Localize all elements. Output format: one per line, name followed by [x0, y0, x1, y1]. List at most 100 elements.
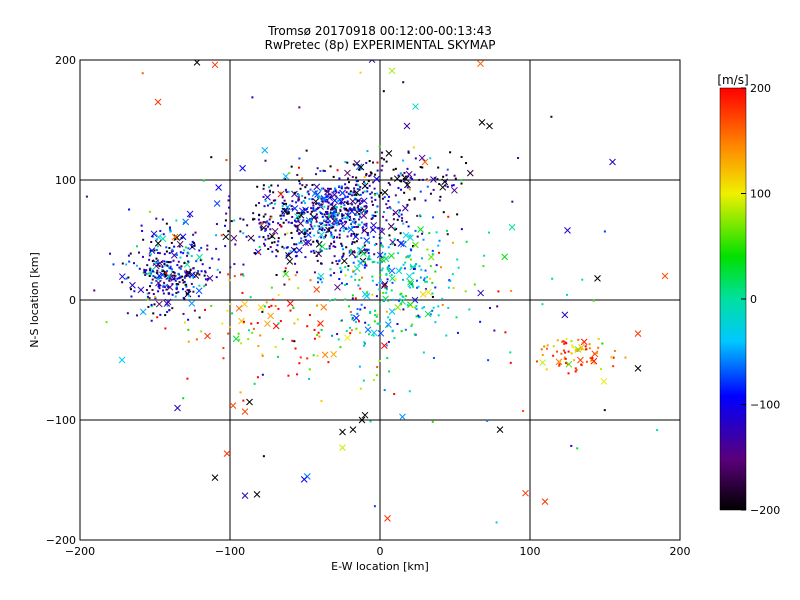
- data-point: [187, 318, 190, 321]
- data-point: [371, 275, 374, 278]
- data-point: [349, 249, 352, 252]
- data-point: [344, 161, 347, 164]
- data-point: [364, 264, 367, 267]
- data-point-x: [344, 334, 351, 342]
- data-point: [280, 210, 283, 213]
- data-point: [576, 349, 579, 352]
- data-point: [473, 283, 476, 286]
- data-point: [391, 281, 394, 284]
- data-point: [420, 257, 423, 260]
- data-point: [332, 226, 335, 229]
- data-point-x: [282, 173, 290, 180]
- data-point: [245, 235, 248, 238]
- data-point: [345, 207, 348, 210]
- data-point-x: [213, 200, 221, 207]
- data-point-x: [508, 223, 516, 231]
- data-point: [294, 347, 297, 350]
- data-point: [382, 90, 385, 93]
- data-point: [164, 327, 167, 330]
- data-point: [322, 169, 325, 172]
- data-point: [233, 263, 236, 266]
- data-point: [350, 234, 353, 237]
- data-point-x: [486, 122, 493, 130]
- data-point: [330, 214, 333, 217]
- data-point: [339, 267, 342, 270]
- data-point: [267, 237, 270, 240]
- data-point: [412, 272, 415, 275]
- data-point: [302, 219, 305, 222]
- data-point: [388, 195, 391, 198]
- data-point: [325, 224, 328, 227]
- data-point-x: [312, 198, 320, 205]
- data-point: [379, 255, 382, 258]
- data-point-x: [264, 193, 271, 201]
- data-point: [357, 260, 360, 263]
- data-point: [272, 220, 275, 223]
- data-point: [562, 340, 565, 343]
- data-point: [343, 201, 346, 204]
- data-point: [334, 245, 337, 248]
- data-point: [287, 252, 290, 255]
- data-point: [147, 305, 150, 308]
- data-point: [271, 241, 274, 244]
- data-point: [408, 390, 411, 393]
- data-point: [313, 337, 316, 340]
- data-point: [318, 221, 321, 224]
- data-point: [332, 175, 335, 178]
- data-point: [421, 166, 424, 169]
- data-point: [436, 178, 439, 181]
- data-point: [145, 272, 148, 275]
- y-tick-label: 0: [69, 294, 76, 307]
- data-point: [348, 251, 351, 254]
- data-point: [335, 211, 338, 214]
- data-point: [262, 187, 265, 190]
- data-point: [154, 296, 157, 299]
- data-point-x: [330, 350, 337, 358]
- data-point: [601, 342, 604, 345]
- data-point: [299, 187, 302, 190]
- data-point: [346, 195, 349, 198]
- data-point: [225, 159, 228, 162]
- data-point: [190, 243, 193, 246]
- data-point: [217, 258, 220, 261]
- data-point: [316, 167, 319, 170]
- data-point-x: [609, 158, 616, 166]
- data-point-x: [183, 270, 191, 278]
- data-point: [340, 269, 343, 272]
- data-point: [325, 212, 328, 215]
- data-point: [359, 193, 362, 196]
- data-point: [425, 280, 428, 283]
- data-point: [378, 195, 381, 198]
- data-point: [346, 201, 349, 204]
- data-point: [328, 299, 331, 302]
- data-point: [264, 221, 267, 224]
- data-point: [156, 272, 159, 275]
- data-point: [390, 273, 393, 276]
- data-point: [342, 217, 345, 220]
- data-point: [372, 235, 375, 238]
- data-point: [191, 246, 194, 249]
- data-point: [371, 216, 374, 219]
- data-point: [164, 314, 167, 317]
- data-point: [346, 161, 349, 164]
- data-point: [166, 304, 169, 307]
- data-point: [365, 222, 368, 225]
- data-point: [360, 236, 363, 239]
- data-point: [365, 224, 368, 227]
- data-point: [335, 236, 338, 239]
- data-point: [431, 292, 434, 295]
- data-point: [251, 96, 254, 99]
- data-point: [275, 255, 278, 258]
- data-point: [385, 257, 388, 260]
- data-point: [522, 410, 525, 413]
- data-point: [351, 203, 354, 206]
- data-point-x: [451, 186, 458, 194]
- data-point: [279, 214, 282, 217]
- data-point: [408, 188, 411, 191]
- data-point: [293, 243, 296, 246]
- data-point: [227, 332, 230, 335]
- data-point: [177, 272, 180, 275]
- data-point: [228, 206, 231, 209]
- data-point: [367, 241, 370, 244]
- data-point: [323, 170, 326, 173]
